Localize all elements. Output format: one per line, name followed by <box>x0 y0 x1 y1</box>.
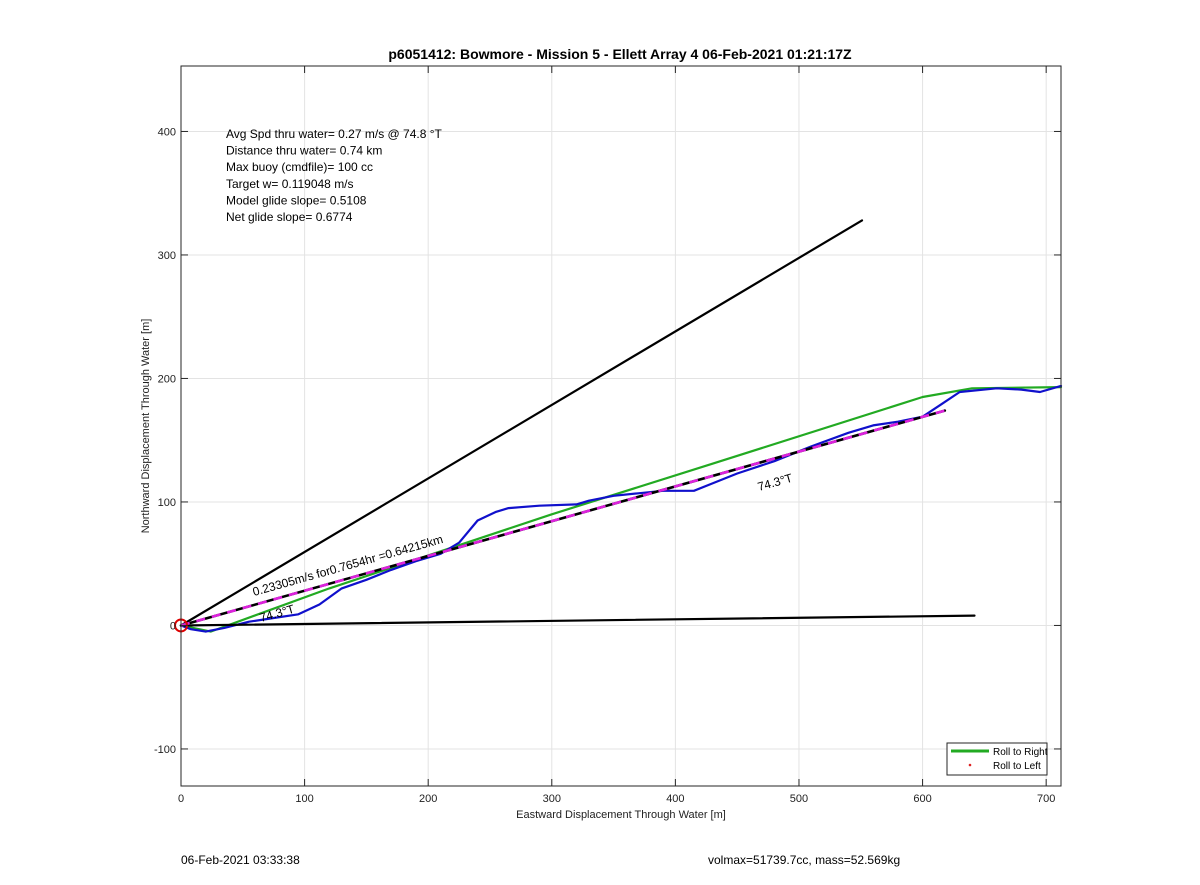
y-tick-label: 100 <box>158 497 176 509</box>
x-tick-label: 700 <box>1037 793 1055 805</box>
x-tick-label: 100 <box>295 793 313 805</box>
legend-box <box>946 742 1048 776</box>
x-tick-label: 300 <box>543 793 561 805</box>
stats-block: Avg Spd thru water= 0.27 m/s @ 74.8 °T Di… <box>226 127 443 224</box>
legend-roll-left-swatch <box>968 763 972 767</box>
x-tick-label: 400 <box>666 793 684 805</box>
legend-roll-right-label: Roll to Right <box>993 747 1048 758</box>
plot-area <box>181 66 1061 786</box>
stat-line: Distance thru water= 0.74 km <box>226 144 382 158</box>
y-tick-label: 0 <box>170 620 176 632</box>
series-line-5 <box>180 409 946 627</box>
x-tick-label: 0 <box>178 793 184 805</box>
axis-ticks: 0 100 200 300 400 500 600 700 -100 0 100 200 300 400 <box>154 66 1061 805</box>
stat-line: Target w= 0.119048 m/s <box>226 177 354 191</box>
series-line-3 <box>179 614 976 627</box>
x-tick-label: 500 <box>790 793 808 805</box>
footer-volmax-mass: volmax=51739.7cc, mass=52.569kg <box>708 853 901 867</box>
x-tick-label: 200 <box>419 793 437 805</box>
stat-line: Net glide slope= 0.6774 <box>226 210 353 224</box>
y-axis-label: Northward Displacement Through Water [m] <box>140 319 152 534</box>
footer-date: 06-Feb-2021 03:33:38 <box>181 853 300 867</box>
chart-title: p6051412: Bowmore - Mission 5 - Ellett A… <box>388 46 852 62</box>
y-tick-label: 200 <box>158 373 176 385</box>
x-tick-label: 600 <box>913 793 931 805</box>
stat-line: Avg Spd thru water= 0.27 m/s @ 74.8 °T <box>226 127 443 141</box>
legend: Roll to Right Roll to Left <box>946 742 1048 776</box>
plot-border <box>180 65 1062 787</box>
x-axis-label: Eastward Displacement Through Water [m] <box>516 809 726 821</box>
legend-roll-left-label: Roll to Left <box>993 761 1041 772</box>
series-layer <box>179 219 1063 633</box>
y-tick-label: 400 <box>158 126 176 138</box>
series-line-2 <box>179 219 864 627</box>
stat-line: Model glide slope= 0.5108 <box>226 193 367 207</box>
y-tick-label: -100 <box>154 744 176 756</box>
stat-line: Max buoy (cmdfile)= 100 cc <box>226 160 373 174</box>
y-tick-label: 300 <box>158 250 176 262</box>
